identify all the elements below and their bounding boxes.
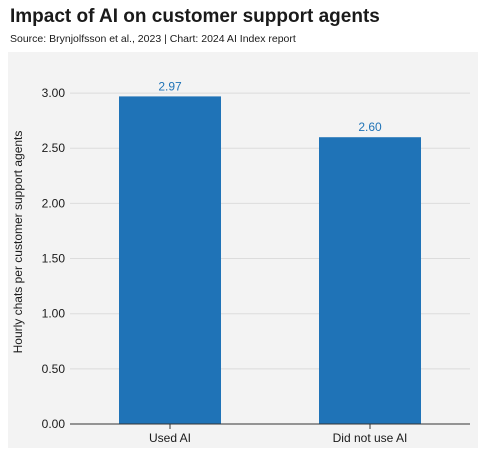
y-tick-label: 1.50: [42, 252, 66, 266]
data-label: 2.60: [358, 120, 382, 134]
chart-subtitle: Source: Brynjolfsson et al., 2023 | Char…: [10, 33, 296, 45]
chart-title: Impact of AI on customer support agents: [10, 6, 380, 27]
y-axis-label: Hourly chats per customer support agents: [11, 131, 25, 354]
plot-panel: 0.00 0.50 1.00 1.50 2.00 2.50 3.00 2.97 Used AI 2…: [8, 52, 478, 448]
y-tick-label: 0.00: [42, 417, 66, 431]
y-tick-label: 2.50: [42, 141, 66, 155]
bar-chart: 0.00 0.50 1.00 1.50 2.00 2.50 3.00 2.97 Used AI 2…: [11, 79, 470, 445]
data-label: 2.97: [158, 79, 182, 93]
x-tick-label: Used AI: [149, 431, 191, 445]
bar: [319, 137, 421, 424]
y-tick-label: 0.50: [42, 362, 66, 376]
bar: [119, 96, 221, 425]
y-tick-label: 1.00: [42, 307, 66, 321]
y-tick-label: 3.00: [42, 86, 66, 100]
x-tick-label: Did not use AI: [333, 431, 408, 445]
y-tick-label: 2.00: [42, 196, 66, 210]
